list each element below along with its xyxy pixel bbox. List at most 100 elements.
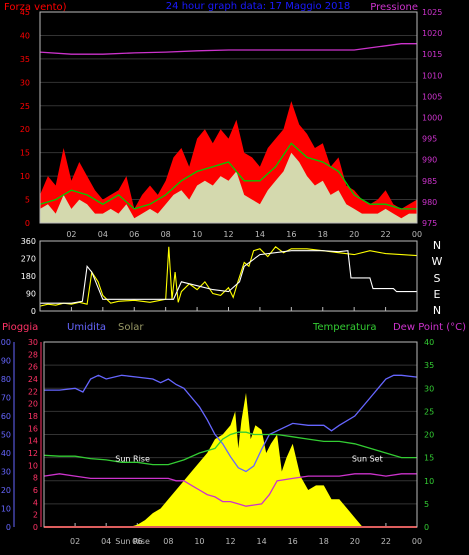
temperature-tick-label: 10 <box>424 477 434 486</box>
wind-left-tick-label: 10 <box>20 172 30 181</box>
solar-series <box>129 392 363 527</box>
pressure-tick-label: 1005 <box>422 92 442 101</box>
humidity-tick-label: 20 <box>1 486 11 495</box>
sun-annotation: Sun Rise <box>115 454 150 463</box>
wind-x-tick-label: 22 <box>380 230 390 239</box>
pressure-tick-label: 1010 <box>422 71 442 80</box>
rain-tick-label: 26 <box>28 363 38 372</box>
solar-axis-label: Solar <box>118 322 144 333</box>
rain-tick-label: 28 <box>28 350 38 359</box>
rain-tick-label: 2 <box>33 511 38 520</box>
wind-plot-frame <box>39 11 418 224</box>
pressure-series <box>39 43 417 55</box>
rain-tick-label: 0 <box>33 523 38 532</box>
wind-average-series <box>39 142 417 210</box>
humidity-tick-label: 10 <box>1 505 11 514</box>
climate-plot-frame <box>43 341 418 528</box>
compass-label: E <box>434 288 441 301</box>
temperature-axis-label: Temperatura <box>312 322 377 333</box>
compass-label: N <box>433 304 441 317</box>
climate-x-tick-label: 02 <box>70 537 80 546</box>
temperature-tick-label: 20 <box>424 431 434 440</box>
rain-tick-label: 30 <box>28 338 38 347</box>
rain-tick-label: 24 <box>28 375 38 384</box>
wind-x-tick-label: 14 <box>255 230 265 239</box>
dew-point-series <box>43 473 417 507</box>
temperature-tick-label: 15 <box>424 454 434 463</box>
direction-tick-label: 180 <box>21 272 36 281</box>
wind-panel: Forza vento) Pressione 05101520253035404… <box>4 2 442 239</box>
wind-x-tick-label: 12 <box>223 230 233 239</box>
wind-speed-series <box>40 152 417 223</box>
wind-x-tick-label: 18 <box>318 230 328 239</box>
pressure-tick-label: 980 <box>422 198 437 207</box>
humidity-tick-label: 50 <box>1 431 11 440</box>
sunrise-tick-label: Sun Rise <box>115 537 150 546</box>
temperature-tick-label: 30 <box>424 384 434 393</box>
pressure-tick-label: 995 <box>422 135 437 144</box>
compass-label: S <box>434 272 441 285</box>
wind-left-tick-label: 35 <box>20 55 30 64</box>
humidity-tick-label: 0 <box>6 523 11 532</box>
wind-left-tick-label: 20 <box>20 125 30 134</box>
humidity-tick-label: 60 <box>1 412 11 421</box>
wind-x-tick-label: 06 <box>129 230 139 239</box>
rain-tick-label: 16 <box>28 424 38 433</box>
wind-x-tick-label: 02 <box>66 230 76 239</box>
climate-x-tick-label: 08 <box>163 537 173 546</box>
climate-x-tick-label: 12 <box>225 537 235 546</box>
wind-left-tick-label: 0 <box>25 219 30 228</box>
wind-x-tick-label: 00 <box>412 230 422 239</box>
humidity-tick-label: 100 <box>0 338 11 347</box>
wind-direction-average-series <box>40 250 417 304</box>
climate-panel: Pioggia Umidita Solar Temperatura Dew Po… <box>0 322 466 546</box>
rain-tick-label: 8 <box>33 474 38 483</box>
temperature-series <box>43 431 417 466</box>
wind-x-tick-label: 08 <box>161 230 171 239</box>
humidity-tick-label: 40 <box>1 449 11 458</box>
climate-x-tick-label: 10 <box>194 537 204 546</box>
wind-x-tick-label: 16 <box>286 230 296 239</box>
rain-tick-label: 12 <box>28 449 38 458</box>
compass-label: N <box>433 239 441 252</box>
dew-point-axis-label: Dew Point (°C) <box>393 322 466 333</box>
rain-tick-label: 14 <box>28 437 38 446</box>
rain-tick-label: 20 <box>28 400 38 409</box>
wind-left-tick-label: 25 <box>20 102 30 111</box>
climate-x-tick-label: 22 <box>381 537 391 546</box>
wind-x-tick-label: 10 <box>192 230 202 239</box>
wind-x-tick-label: 04 <box>98 230 108 239</box>
pressure-tick-label: 1020 <box>422 29 442 38</box>
humidity-tick-label: 30 <box>1 468 11 477</box>
wind-left-tick-label: 30 <box>20 78 30 87</box>
rain-tick-label: 10 <box>28 461 38 470</box>
temperature-tick-label: 0 <box>424 523 429 532</box>
compass-label: W <box>432 255 443 268</box>
pressure-tick-label: 985 <box>422 177 437 186</box>
wind-direction-series <box>39 246 418 307</box>
pressure-tick-label: 975 <box>422 219 437 228</box>
direction-tick-label: 90 <box>26 290 36 299</box>
rain-tick-label: 18 <box>28 412 38 421</box>
climate-x-tick-label: 18 <box>319 537 329 546</box>
climate-x-tick-label: 20 <box>350 537 360 546</box>
wind-left-tick-label: 45 <box>20 8 30 17</box>
climate-x-tick-label: 14 <box>256 537 266 546</box>
wind-left-tick-label: 40 <box>20 31 30 40</box>
humidity-axis-label: Umidita <box>67 322 106 333</box>
rain-tick-label: 22 <box>28 387 38 396</box>
rain-tick-label: 6 <box>33 486 38 495</box>
pressure-tick-label: 1015 <box>422 50 442 59</box>
climate-x-tick-label: 16 <box>288 537 298 546</box>
direction-tick-label: 270 <box>21 255 36 264</box>
pressure-tick-label: 990 <box>422 156 437 165</box>
chart-title: 24 hour graph data: 17 Maggio 2018 <box>166 1 350 12</box>
pressure-tick-label: 1000 <box>422 114 442 123</box>
temperature-tick-label: 5 <box>424 500 429 509</box>
wind-left-axis-label: Forza vento) <box>4 2 67 13</box>
climate-x-tick-label: 04 <box>101 537 111 546</box>
humidity-tick-label: 90 <box>1 357 11 366</box>
humidity-series <box>44 374 418 473</box>
